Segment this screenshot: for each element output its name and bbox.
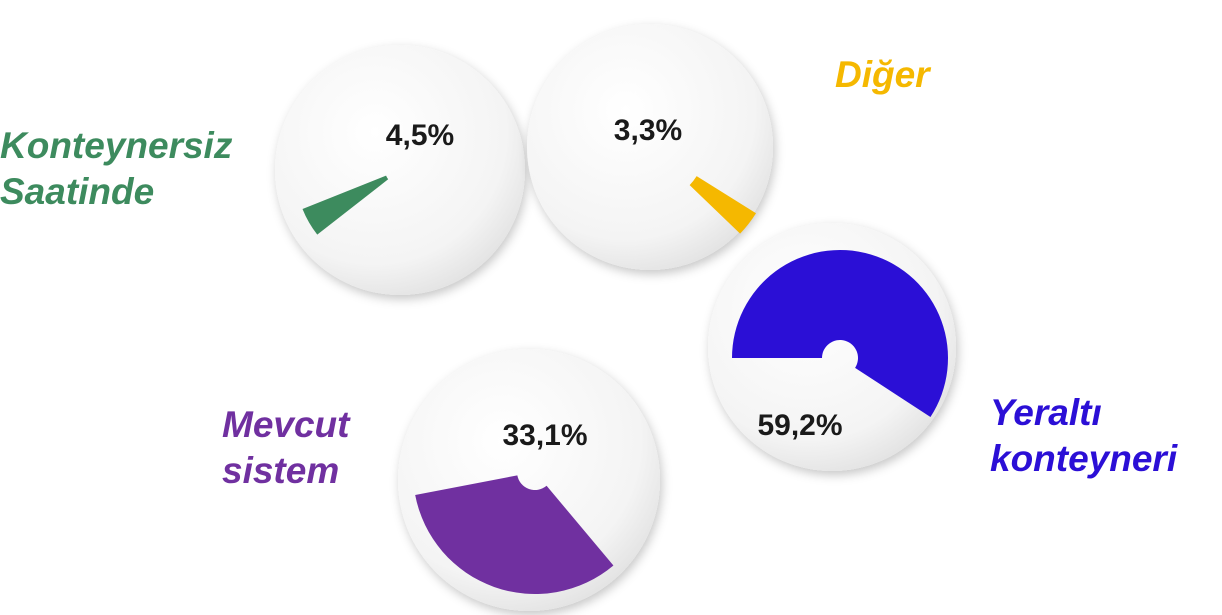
category-label: Konteynersiz Saatinde [0,125,233,212]
category-label: Diğer [835,54,930,95]
value-label: 33,1% [502,419,587,452]
disc [275,45,525,295]
value-label: 4,5% [386,119,454,152]
category-label: Mevcut sistem [222,404,350,491]
value-label: 3,3% [614,114,682,147]
disc [527,24,773,270]
wedge [732,250,948,418]
wedge [302,175,389,235]
category-label: Yeraltı konteyneri [990,392,1178,479]
value-label: 59,2% [757,409,842,442]
wedge [689,176,757,234]
wedge [415,475,614,594]
